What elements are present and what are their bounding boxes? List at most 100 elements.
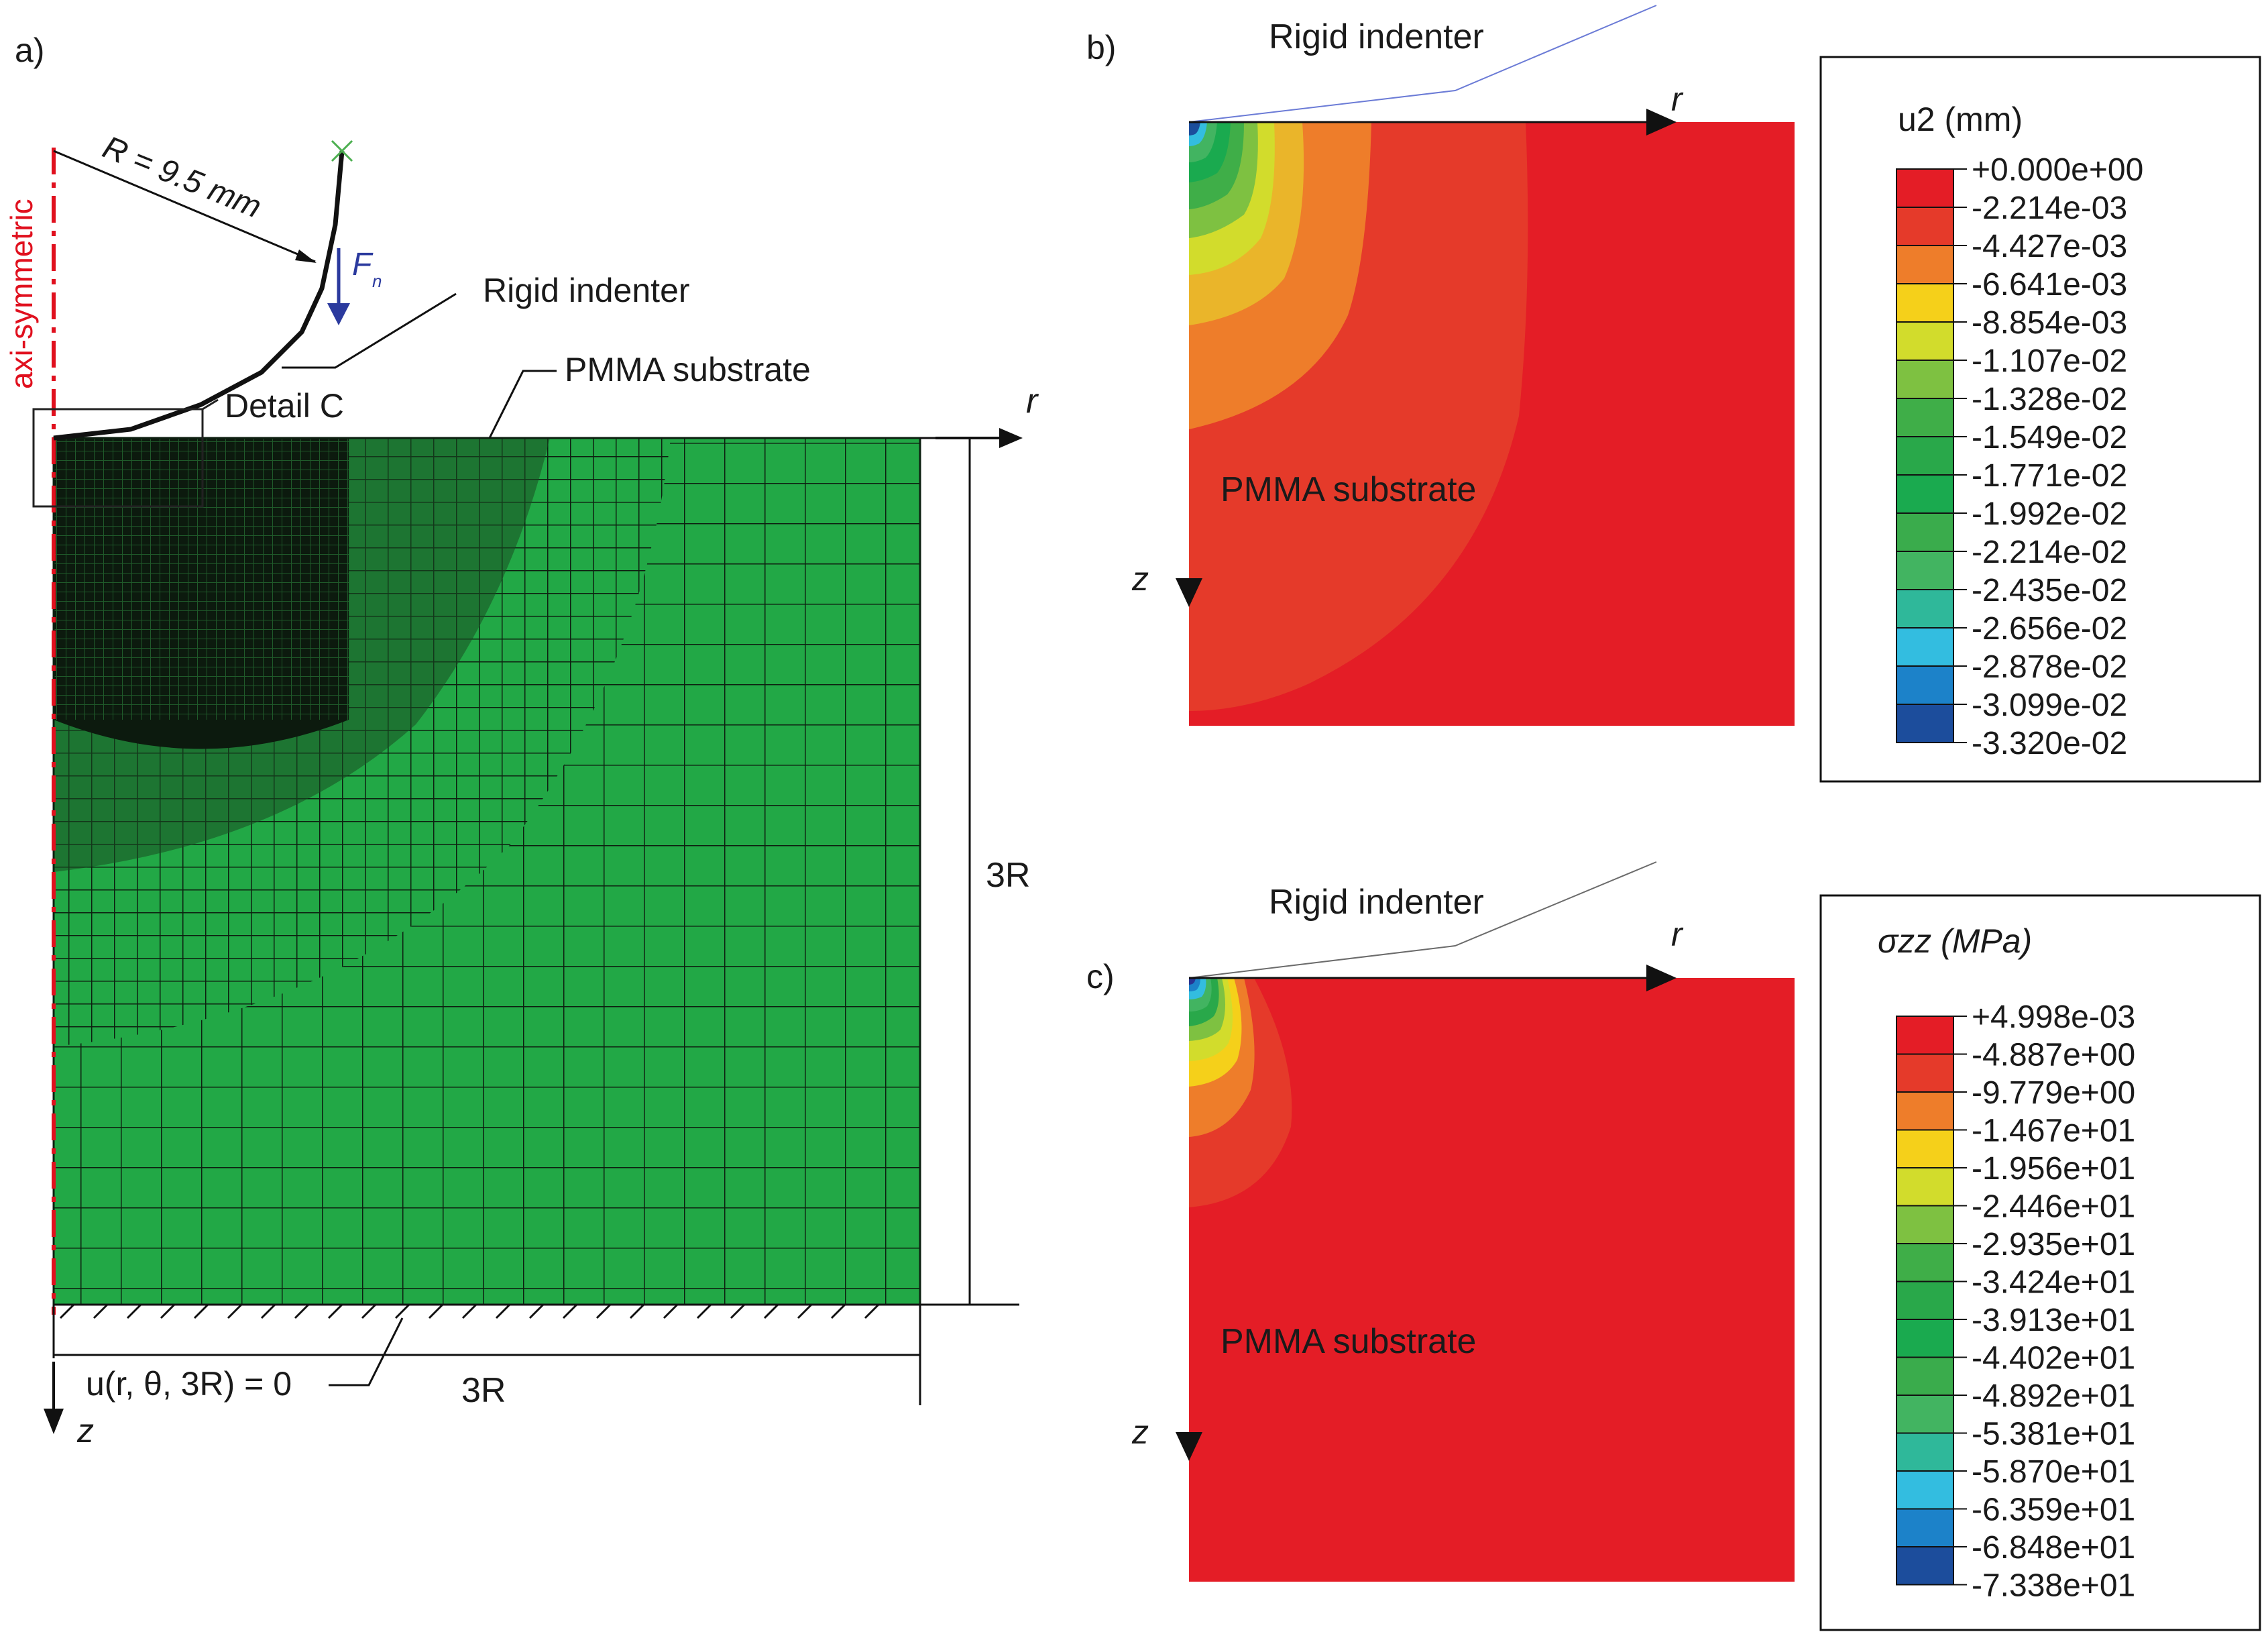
indenter-center-icon bbox=[331, 140, 353, 162]
panel-b-legend-value: -8.854e-03 bbox=[1972, 305, 2127, 341]
panel-c-legend-swatch bbox=[1896, 1167, 1954, 1207]
panel-b-legend-swatch bbox=[1896, 704, 1954, 743]
panel-b-legend-value: -3.320e-02 bbox=[1972, 726, 2127, 761]
panel-c-legend-value: -2.935e+01 bbox=[1972, 1227, 2135, 1262]
panel-b-substrate-label: PMMA substrate bbox=[1221, 470, 1476, 509]
panel-c-substrate-label: PMMA substrate bbox=[1221, 1322, 1476, 1361]
fixed-support-hatch bbox=[54, 1303, 920, 1319]
panel-b-legend-value: -3.099e-02 bbox=[1972, 688, 2127, 723]
r-axis-arrow-icon bbox=[999, 428, 1023, 448]
panel-c-legend-swatch bbox=[1896, 1395, 1954, 1434]
panel-c-legend-value: -9.779e+00 bbox=[1972, 1075, 2135, 1111]
panel-c-legend-swatch bbox=[1896, 1016, 1954, 1055]
panel-c-legend-swatch bbox=[1896, 1319, 1954, 1358]
panel-c-legend-swatch bbox=[1896, 1470, 1954, 1510]
panel-a-label: a) bbox=[15, 32, 44, 69]
bc-leader-line bbox=[329, 1317, 404, 1386]
detail-c-label: Detail C bbox=[225, 387, 344, 425]
panel-c-legend-value: +4.998e-03 bbox=[1972, 999, 2135, 1035]
panel-b-legend-value: -1.992e-02 bbox=[1972, 496, 2127, 532]
panel-b: b) Rigid indenter r z PMMA substrate u2 … bbox=[1086, 5, 2261, 783]
panel-b-z-axis-label: z bbox=[1131, 560, 1149, 598]
panel-c-legend-value: -3.424e+01 bbox=[1972, 1265, 2135, 1301]
panel-c-legend-scale: +4.998e-03-4.887e+00-9.779e+00-1.467e+01… bbox=[1896, 999, 2135, 1604]
panel-c-indenter-label: Rigid indenter bbox=[1269, 883, 1484, 922]
panel-b-legend-swatch bbox=[1896, 665, 1954, 705]
panel-b-indenter-label: Rigid indenter bbox=[1269, 17, 1484, 56]
panel-b-legend-swatch bbox=[1896, 474, 1954, 514]
panel-b-r-axis-label: r bbox=[1671, 80, 1684, 118]
panel-b-legend-value: +0.000e+00 bbox=[1972, 152, 2143, 188]
panel-c-legend-value: -4.402e+01 bbox=[1972, 1341, 2135, 1376]
z-axis-label: z bbox=[76, 1412, 94, 1450]
panel-c-indenter-line bbox=[1188, 861, 1657, 979]
panel-b-legend-swatch bbox=[1896, 551, 1954, 590]
panel-b-legend-value: -2.656e-02 bbox=[1972, 611, 2127, 647]
panel-b-legend-value: -2.878e-02 bbox=[1972, 649, 2127, 685]
panel-c-legend-value: -3.913e+01 bbox=[1972, 1303, 2135, 1338]
panel-b-legend-swatch bbox=[1896, 360, 1954, 399]
radius-line bbox=[53, 150, 316, 263]
panel-c-legend-swatch bbox=[1896, 1280, 1954, 1320]
panel-b-legend-value: -2.214e-03 bbox=[1972, 190, 2127, 226]
radius-label: R = 9.5 mm bbox=[98, 129, 266, 225]
indenter-leader-line bbox=[282, 292, 457, 369]
panel-b-legend-value: -4.427e-03 bbox=[1972, 229, 2127, 264]
panel-b-legend-value: -1.549e-02 bbox=[1972, 420, 2127, 455]
panel-c-legend-box bbox=[1819, 894, 2261, 1631]
bc-label: u(r, θ, 3R) = 0 bbox=[86, 1365, 292, 1403]
panel-b-r-axis-arrow-icon bbox=[1646, 109, 1677, 135]
panel-c-legend-value: -5.870e+01 bbox=[1972, 1454, 2135, 1490]
panel-c-legend-swatch bbox=[1896, 1432, 1954, 1472]
detail-c-leader bbox=[202, 398, 219, 411]
panel-c-legend-value: -4.892e+01 bbox=[1972, 1378, 2135, 1414]
panel-c-legend-value: -6.359e+01 bbox=[1972, 1492, 2135, 1528]
fe-mesh bbox=[52, 437, 921, 1306]
panel-b-legend-swatch bbox=[1896, 321, 1954, 361]
panel-c-r-axis-label: r bbox=[1671, 916, 1684, 953]
panel-c-r-axis-arrow-icon bbox=[1646, 965, 1677, 991]
panel-b-legend-scale: +0.000e+00-2.214e-03-4.427e-03-6.641e-03… bbox=[1896, 152, 2143, 761]
force-subscript: n bbox=[372, 271, 382, 291]
panel-c-legend-swatch bbox=[1896, 1053, 1954, 1093]
panel-c-legend-value: -6.848e+01 bbox=[1972, 1530, 2135, 1566]
panel-c-legend-value: -1.467e+01 bbox=[1972, 1113, 2135, 1149]
panel-b-legend-value: -2.214e-02 bbox=[1972, 535, 2127, 570]
panel-b-legend-swatch bbox=[1896, 398, 1954, 437]
width-label: 3R bbox=[461, 1371, 506, 1410]
panel-c-legend-value: -7.338e+01 bbox=[1972, 1568, 2135, 1604]
height-label: 3R bbox=[986, 856, 1030, 895]
r-axis-label: r bbox=[1026, 382, 1039, 421]
force-arrow-icon bbox=[327, 303, 350, 325]
panel-c-legend-swatch bbox=[1896, 1546, 1954, 1586]
panel-c: c) Rigid indenter r z PMMA substrate σzz… bbox=[1086, 861, 2261, 1631]
panel-c-legend-swatch bbox=[1896, 1243, 1954, 1283]
panel-b-label: b) bbox=[1086, 29, 1116, 66]
panel-b-legend-swatch bbox=[1896, 245, 1954, 284]
panel-c-label: c) bbox=[1086, 958, 1115, 995]
panel-b-legend-swatch bbox=[1896, 589, 1954, 629]
z-axis-arrow-icon bbox=[44, 1409, 64, 1434]
axi-symmetric-label: axi-symmetric bbox=[4, 199, 39, 389]
panel-b-legend-swatch bbox=[1896, 512, 1954, 552]
panel-c-legend-swatch bbox=[1896, 1129, 1954, 1168]
detail-c-box bbox=[32, 408, 204, 508]
panel-c-legend-value: -4.887e+00 bbox=[1972, 1038, 2135, 1073]
panel-c-legend-swatch bbox=[1896, 1091, 1954, 1131]
indenter-profile bbox=[53, 150, 345, 441]
panel-b-legend-swatch bbox=[1896, 627, 1954, 667]
panel-c-legend-value: -2.446e+01 bbox=[1972, 1189, 2135, 1225]
panel-c-legend-value: -1.956e+01 bbox=[1972, 1151, 2135, 1187]
panel-b-legend-value: -1.107e-02 bbox=[1972, 343, 2127, 379]
panel-c-legend-swatch bbox=[1896, 1356, 1954, 1396]
panel-b-legend-title: u2 (mm) bbox=[1898, 101, 2023, 138]
substrate-leader-line bbox=[488, 370, 557, 439]
panel-b-legend-value: -1.771e-02 bbox=[1972, 458, 2127, 494]
panel-b-legend-swatch bbox=[1896, 207, 1954, 246]
panel-c-legend-swatch bbox=[1896, 1508, 1954, 1547]
panel-b-legend-box bbox=[1819, 56, 2261, 783]
panel-c-contour-plot bbox=[1189, 978, 1795, 1582]
panel-b-legend-swatch bbox=[1896, 436, 1954, 476]
panel-b-legend-swatch bbox=[1896, 168, 1954, 208]
